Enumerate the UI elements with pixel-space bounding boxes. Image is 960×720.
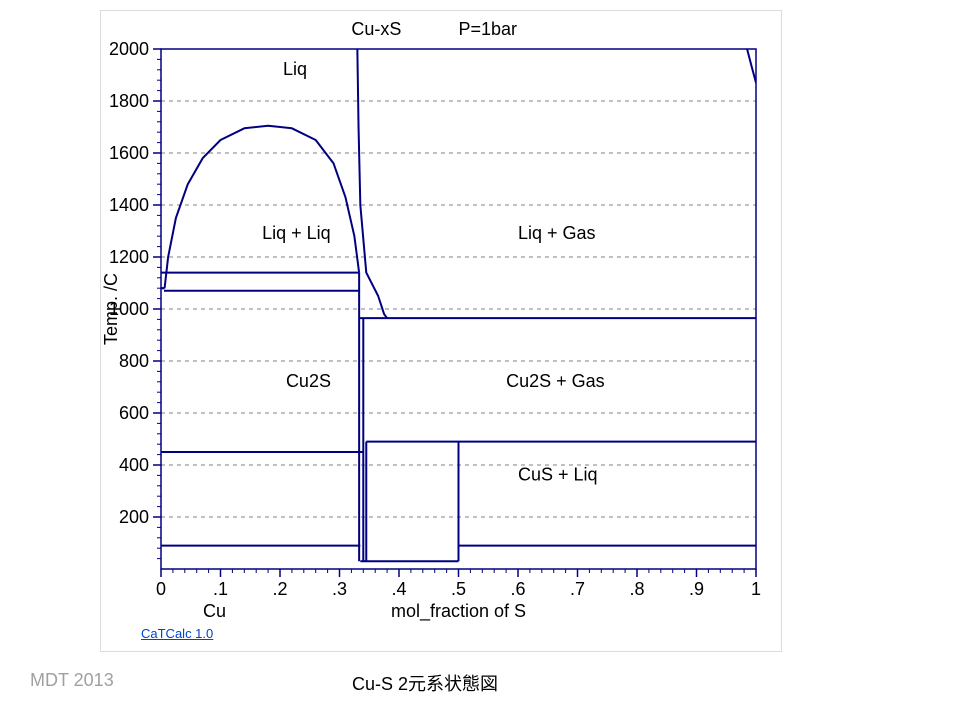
svg-text:1200: 1200 <box>109 247 149 267</box>
svg-text:800: 800 <box>119 351 149 371</box>
svg-text:1: 1 <box>751 579 761 599</box>
svg-text:200: 200 <box>119 507 149 527</box>
svg-text:Cu-xS: Cu-xS <box>351 19 401 39</box>
svg-text:1600: 1600 <box>109 143 149 163</box>
svg-text:CuS + Liq: CuS + Liq <box>518 465 598 485</box>
svg-text:.1: .1 <box>213 579 228 599</box>
svg-text:Cu2S: Cu2S <box>286 371 331 391</box>
svg-text:.2: .2 <box>272 579 287 599</box>
svg-text:Cu: Cu <box>203 601 226 621</box>
phase-diagram-svg: 0.1.2.3.4.5.6.7.8.9120040060080010001200… <box>101 11 781 651</box>
svg-text:400: 400 <box>119 455 149 475</box>
svg-text:Temp. /C: Temp. /C <box>101 273 121 345</box>
svg-text:.3: .3 <box>332 579 347 599</box>
svg-text:Liq: Liq <box>283 59 307 79</box>
svg-text:1400: 1400 <box>109 195 149 215</box>
svg-text:0: 0 <box>156 579 166 599</box>
svg-text:.6: .6 <box>510 579 525 599</box>
chart-frame: 0.1.2.3.4.5.6.7.8.9120040060080010001200… <box>100 10 782 652</box>
svg-text:600: 600 <box>119 403 149 423</box>
svg-text:Cu2S + Gas: Cu2S + Gas <box>506 371 605 391</box>
svg-text:2000: 2000 <box>109 39 149 59</box>
footer-left: MDT 2013 <box>30 670 114 691</box>
svg-text:1800: 1800 <box>109 91 149 111</box>
svg-text:.7: .7 <box>570 579 585 599</box>
svg-text:Liq + Liq: Liq + Liq <box>262 223 331 243</box>
svg-text:mol_fraction of S: mol_fraction of S <box>391 601 526 622</box>
catcalc-link[interactable]: CaTCalc 1.0 <box>141 626 213 641</box>
svg-text:P=1bar: P=1bar <box>459 19 518 39</box>
svg-text:.4: .4 <box>391 579 406 599</box>
svg-text:.5: .5 <box>451 579 466 599</box>
svg-text:.8: .8 <box>629 579 644 599</box>
figure-caption: Cu-S 2元系状態図 <box>352 670 498 696</box>
svg-text:Liq + Gas: Liq + Gas <box>518 223 596 243</box>
page-root: 0.1.2.3.4.5.6.7.8.9120040060080010001200… <box>0 0 960 720</box>
svg-text:.9: .9 <box>689 579 704 599</box>
